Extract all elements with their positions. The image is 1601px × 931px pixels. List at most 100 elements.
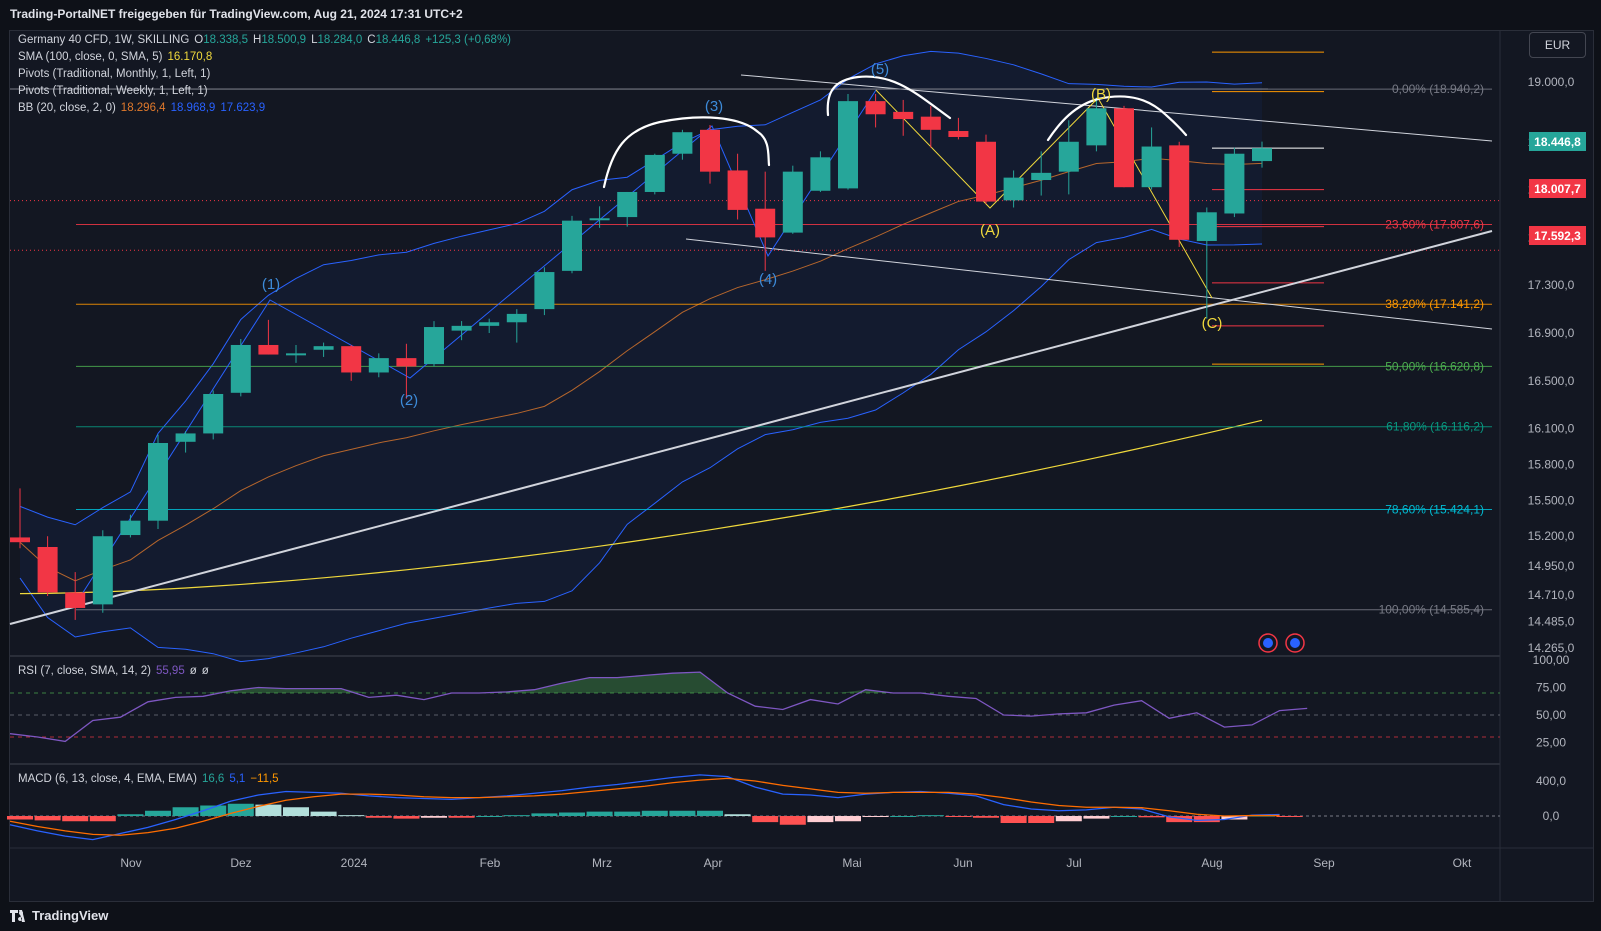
event-marker-dot: [1290, 638, 1300, 648]
legend-pivots-monthly[interactable]: Pivots (Traditional, Monthly, 1, Left, 1…: [18, 68, 211, 80]
macd-histogram-bar: [338, 815, 365, 817]
macd-histogram-bar: [1111, 816, 1137, 817]
fib-level-label: 50,00% (16.620,8): [1385, 359, 1484, 373]
legend-pivots-weekly[interactable]: Pivots (Traditional, Weekly, 1, Left, 1): [18, 85, 208, 97]
macd-histogram-bar: [200, 805, 227, 816]
legend-close: 18.446,8: [375, 34, 421, 46]
rsi-legend[interactable]: RSI (7, close, SMA, 14, 2) 55,95 ø ø: [18, 665, 214, 677]
wave-label: (3): [705, 98, 723, 115]
macd-hist-value: −11,5: [250, 773, 279, 785]
sma-100-line: [19, 419, 1263, 595]
candle-body: [1058, 141, 1079, 172]
candle-body: [148, 442, 168, 521]
rsi-value: 55,95: [155, 665, 185, 677]
macd-histogram-bar: [531, 813, 558, 816]
time-tick: Jun: [953, 856, 972, 870]
candle-body: [175, 433, 196, 442]
price-tag-pivot-1: 18.007,7: [1529, 179, 1586, 198]
tradingview-logo[interactable]: TradingView: [10, 908, 108, 923]
legend-l-label: L: [311, 34, 318, 46]
candle-body: [92, 536, 113, 605]
candle-body: [258, 344, 279, 355]
candle-body: [506, 313, 527, 323]
macd-histogram-bar: [172, 807, 199, 816]
header-text: Trading-PortalNET freigegeben für Tradin…: [10, 7, 463, 21]
candle-body: [1252, 148, 1272, 162]
candle-body: [534, 272, 555, 310]
macd-histogram-bar: [393, 816, 420, 819]
rsi-tick: 50,00: [1536, 708, 1566, 722]
price-tick: 14.265,0: [1528, 641, 1575, 655]
wave-label: (A): [980, 222, 1000, 239]
candle-body: [920, 116, 941, 130]
candle-body: [1196, 212, 1217, 241]
legend-o-label: O: [194, 34, 204, 46]
macd-histogram-bar: [697, 810, 723, 816]
fib-level-label: 0,00% (18.940,2): [1392, 82, 1484, 96]
upper-channel-line: [740, 74, 1493, 142]
candle-body: [865, 101, 886, 115]
macd-histogram-bar: [283, 807, 309, 816]
candle-body: [782, 171, 803, 233]
time-tick: Jul: [1066, 856, 1081, 870]
candle-body: [755, 208, 776, 238]
macd-line: [9, 774, 1280, 841]
candle-body: [617, 191, 638, 218]
macd-histogram-bar: [614, 811, 641, 816]
legend-high: 18.500,9: [261, 34, 307, 46]
currency-button[interactable]: EUR: [1529, 32, 1586, 58]
macd-histogram-bar: [1000, 816, 1027, 823]
price-tag-pivot-2: 17.592,3: [1529, 226, 1586, 245]
macd-histogram-bar: [1083, 816, 1110, 819]
candle-body: [1114, 108, 1134, 188]
wave-label: (5): [871, 61, 889, 78]
macd-histogram-bar: [752, 816, 779, 823]
macd-histogram-bar: [89, 816, 116, 822]
rsi-label: RSI (7, close, SMA, 14, 2): [18, 665, 151, 677]
macd-histogram-bar: [448, 816, 475, 818]
macd-histogram-bar: [503, 815, 530, 817]
legend-bb-line[interactable]: BB (20, close, 2, 0) 18.296,4 18.968,9 17.6…: [18, 102, 270, 114]
macd-tick: 400,0: [1536, 774, 1566, 788]
legend-h-label: H: [253, 34, 262, 46]
wave-label: (C): [1202, 315, 1223, 332]
macd-histogram-bar: [227, 803, 254, 816]
candle-body: [562, 220, 582, 271]
candle-body: [727, 170, 748, 210]
rsi-line: [9, 671, 1308, 743]
time-tick: Mai: [842, 856, 861, 870]
candle-body: [203, 393, 224, 434]
candle-body: [644, 154, 665, 192]
fib-level-label: 78,60% (15.424,1): [1385, 502, 1484, 516]
candle-body: [65, 592, 86, 608]
rising-trendline: [9, 230, 1493, 625]
legend-change: +125,3 (+0,68%): [425, 34, 511, 46]
time-tick: Nov: [120, 856, 141, 870]
legend-sma-line[interactable]: SMA (100, close, 0, SMA, 5) 16.170,8: [18, 51, 217, 63]
macd-histogram-bar: [945, 816, 972, 817]
macd-signal-value: 5,1: [229, 773, 246, 785]
macd-histogram-bar: [310, 811, 337, 816]
bb-upper-line: [19, 50, 1263, 526]
macd-histogram-bar: [62, 816, 89, 822]
candle-body: [37, 546, 58, 593]
macd-histogram-bar: [255, 804, 282, 816]
legend-low: 18.284,0: [317, 34, 363, 46]
price-tick: 17.300,0: [1528, 278, 1575, 292]
candle-body: [810, 157, 831, 191]
rsi-extra-1: ø: [189, 665, 197, 677]
macd-histogram-bar: [421, 816, 447, 818]
macd-legend[interactable]: MACD (6, 13, close, 4, EMA, EMA) 16,6 5,1−…: [18, 773, 284, 785]
time-tick: Apr: [704, 856, 723, 870]
price-tag-last: 18.446,8: [1529, 132, 1586, 151]
legend-symbol-line: Germany 40 CFD, 1W, SKILLING O18.338,5 H18…: [18, 34, 516, 46]
macd-histogram-bar: [641, 810, 668, 816]
macd-histogram-bar: [365, 816, 392, 818]
time-tick: Feb: [480, 856, 501, 870]
legend-symbol[interactable]: Germany 40 CFD, 1W, SKILLING: [18, 34, 190, 46]
head-arc-drawing: [826, 75, 952, 120]
macd-histogram-bar: [1138, 816, 1165, 818]
time-tick: Sep: [1313, 856, 1335, 870]
